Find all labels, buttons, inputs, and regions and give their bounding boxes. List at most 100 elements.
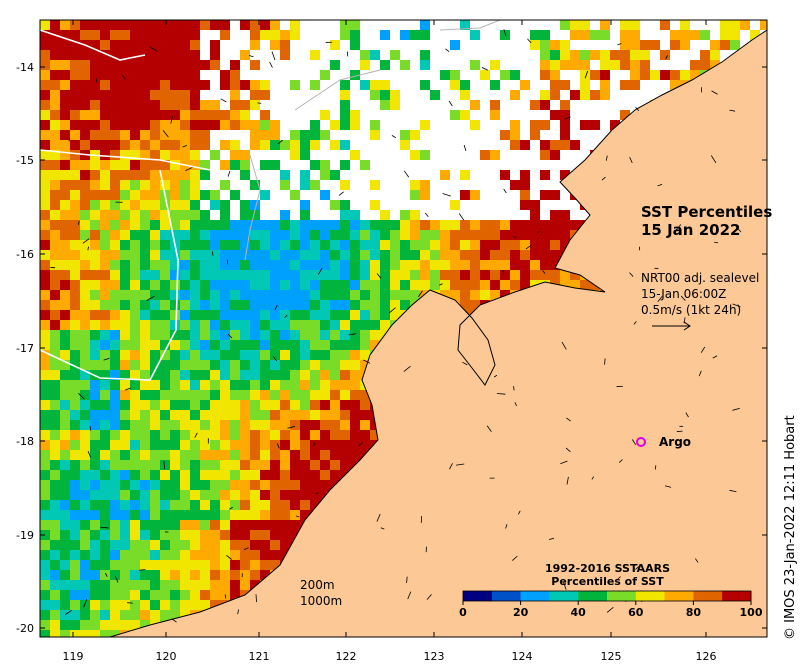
sst-cell bbox=[210, 420, 220, 430]
sst-cell bbox=[400, 290, 410, 300]
sst-cell bbox=[90, 210, 100, 220]
sst-cell bbox=[270, 500, 280, 510]
sst-cell bbox=[150, 120, 160, 130]
sst-cell bbox=[280, 500, 290, 510]
sst-cell bbox=[150, 330, 160, 340]
sst-cell bbox=[160, 60, 170, 70]
sst-cell bbox=[460, 170, 470, 180]
sst-cell bbox=[90, 470, 100, 480]
sst-cell bbox=[230, 260, 240, 270]
sst-cell bbox=[310, 380, 320, 390]
current-vector bbox=[277, 139, 283, 145]
sst-cell bbox=[240, 120, 250, 130]
sst-cell bbox=[50, 480, 60, 490]
sst-cell bbox=[220, 240, 230, 250]
sst-cell bbox=[260, 340, 270, 350]
sst-cell bbox=[80, 360, 90, 370]
sst-cell bbox=[190, 310, 200, 320]
current-vector bbox=[403, 365, 411, 372]
sst-cell bbox=[550, 250, 560, 260]
sst-cell bbox=[520, 270, 530, 280]
sst-cell bbox=[180, 60, 190, 70]
sst-cell bbox=[50, 390, 60, 400]
sst-cell bbox=[250, 20, 260, 30]
sst-cell bbox=[130, 510, 140, 520]
sst-cell bbox=[320, 410, 330, 420]
sst-cell bbox=[70, 340, 80, 350]
sst-cell bbox=[280, 480, 290, 490]
sst-cell bbox=[180, 610, 190, 620]
sst-cell bbox=[300, 430, 310, 440]
sst-cell bbox=[180, 370, 190, 380]
sst-cell bbox=[90, 230, 100, 240]
sst-cell bbox=[120, 510, 130, 520]
sst-cell bbox=[220, 300, 230, 310]
sst-cell bbox=[270, 440, 280, 450]
sst-cell bbox=[290, 260, 300, 270]
sst-cell bbox=[320, 380, 330, 390]
current-vector bbox=[714, 241, 719, 244]
sst-cell bbox=[210, 440, 220, 450]
sst-cell bbox=[400, 130, 410, 140]
sst-cell bbox=[160, 160, 170, 170]
sst-cell bbox=[460, 260, 470, 270]
sst-cell bbox=[140, 160, 150, 170]
sst-cell bbox=[300, 250, 310, 260]
sst-cell bbox=[210, 120, 220, 130]
sst-cell bbox=[90, 570, 100, 580]
sst-cell bbox=[50, 400, 60, 410]
sst-cell bbox=[70, 260, 80, 270]
sst-cell bbox=[270, 340, 280, 350]
sst-cell bbox=[250, 490, 260, 500]
sst-cell bbox=[510, 280, 520, 290]
sst-cell bbox=[80, 590, 90, 600]
sst-cell bbox=[180, 290, 190, 300]
sst-cell bbox=[190, 490, 200, 500]
sst-cell bbox=[370, 230, 380, 240]
sst-cell bbox=[170, 400, 180, 410]
sst-cell bbox=[330, 300, 340, 310]
sst-cell bbox=[200, 530, 210, 540]
sst-cell bbox=[520, 170, 530, 180]
sst-cell bbox=[190, 460, 200, 470]
sst-cell bbox=[110, 630, 120, 637]
sst-cell bbox=[350, 240, 360, 250]
sst-cell bbox=[220, 430, 230, 440]
sst-cell bbox=[150, 530, 160, 540]
sst-cell bbox=[420, 280, 430, 290]
sst-cell bbox=[70, 20, 80, 30]
sst-cell bbox=[210, 450, 220, 460]
sst-cell bbox=[510, 270, 520, 280]
sst-cell bbox=[230, 550, 240, 560]
sst-cell bbox=[160, 200, 170, 210]
sst-cell bbox=[270, 310, 280, 320]
sst-cell bbox=[450, 200, 460, 210]
sst-cell bbox=[340, 180, 350, 190]
sst-cell bbox=[160, 150, 170, 160]
sst-cell bbox=[120, 390, 130, 400]
sst-cell bbox=[340, 110, 350, 120]
sst-cell bbox=[270, 450, 280, 460]
current-vector bbox=[162, 129, 169, 138]
sst-cell bbox=[330, 310, 340, 320]
title-line-1: SST Percentiles bbox=[641, 203, 773, 221]
sst-cell bbox=[360, 230, 370, 240]
sst-cell bbox=[200, 320, 210, 330]
sst-cell bbox=[90, 170, 100, 180]
sst-cell bbox=[210, 350, 220, 360]
sst-cell bbox=[40, 540, 50, 550]
sst-cell bbox=[420, 30, 430, 40]
sst-cell bbox=[520, 80, 530, 90]
sst-cell bbox=[260, 250, 270, 260]
colorbar-tick-label: 20 bbox=[513, 606, 529, 619]
sst-cell bbox=[280, 180, 290, 190]
sst-cell bbox=[180, 490, 190, 500]
sst-cell bbox=[280, 350, 290, 360]
sst-cell bbox=[190, 560, 200, 570]
sst-cell bbox=[560, 130, 570, 140]
sst-cell bbox=[580, 30, 590, 40]
sst-cell bbox=[150, 470, 160, 480]
sst-cell bbox=[60, 40, 70, 50]
current-vector bbox=[170, 116, 173, 124]
sst-cell bbox=[60, 130, 70, 140]
